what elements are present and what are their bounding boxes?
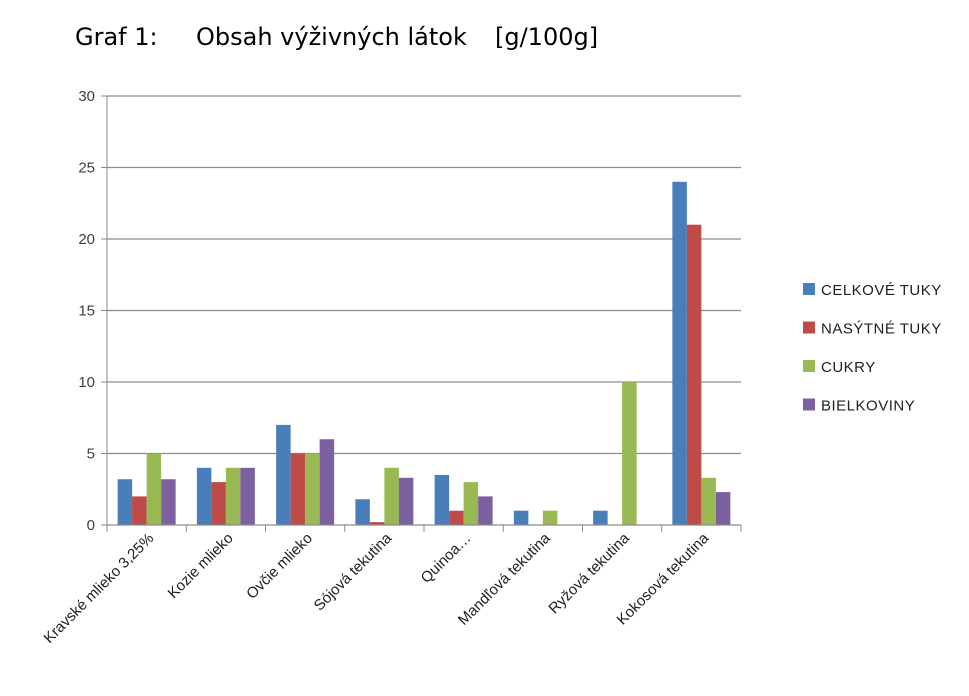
legend-label: NASÝTNÉ TUKY xyxy=(821,321,942,338)
y-tick-label: 15 xyxy=(78,303,95,320)
y-tick-label: 10 xyxy=(78,374,95,391)
bar xyxy=(132,496,147,525)
x-tick-label: Ovčie mlieko xyxy=(243,530,316,603)
y-tick-label: 20 xyxy=(78,231,95,248)
bar xyxy=(715,492,731,525)
bar xyxy=(701,477,716,525)
y-tick-label: 30 xyxy=(78,88,95,105)
chart-title-prefix: Graf 1: xyxy=(75,23,158,51)
bar xyxy=(434,474,450,525)
legend: CELKOVÉ TUKY NASÝTNÉ TUKY CUKRY BIELKOVINY xyxy=(803,282,942,415)
bar xyxy=(290,453,306,525)
bar xyxy=(398,477,414,525)
bar xyxy=(305,453,320,525)
x-tick-label: Ryžová tekutina xyxy=(545,529,633,617)
chart-title: Graf 1: Obsah výživných látok [g/100g] xyxy=(75,23,598,51)
bar xyxy=(542,510,558,525)
bar xyxy=(478,496,493,525)
chart-title-unit: [g/100g] xyxy=(495,23,598,51)
bar xyxy=(463,482,479,525)
bar xyxy=(211,482,226,525)
x-axis-labels: Kravské mlieko 3,25% Kozie mlieko Ovčie ml… xyxy=(40,529,712,646)
chart-title-text: Obsah výživných látok xyxy=(196,23,467,51)
bar xyxy=(449,510,464,525)
bar xyxy=(513,510,529,525)
bar xyxy=(161,479,176,525)
bars xyxy=(117,181,731,526)
bar xyxy=(384,467,399,525)
y-axis-ticks: 0 5 10 15 20 25 30 xyxy=(78,88,107,534)
bar xyxy=(146,453,162,525)
axes xyxy=(106,96,742,532)
gridlines xyxy=(107,95,741,455)
bar xyxy=(117,479,133,525)
bar xyxy=(240,467,255,525)
x-tick-label: Kozie mlieko xyxy=(165,530,237,602)
y-tick-label: 25 xyxy=(78,160,95,177)
x-tick-label: Kravské mlieko 3,25% xyxy=(40,530,157,647)
bar xyxy=(355,499,370,525)
bar xyxy=(593,510,608,525)
bar xyxy=(196,467,212,525)
legend-swatch xyxy=(803,398,815,411)
legend-label: CELKOVÉ TUKY xyxy=(821,282,942,299)
legend-swatch xyxy=(803,283,815,295)
bar xyxy=(369,522,385,525)
bar xyxy=(622,382,637,525)
x-tick-label: Quinoa… xyxy=(418,530,475,587)
legend-swatch xyxy=(803,360,815,372)
y-tick-label: 5 xyxy=(87,446,95,463)
bar xyxy=(276,424,291,525)
x-tick-label: Sójová tekutina xyxy=(311,529,396,614)
legend-label: CUKRY xyxy=(821,359,876,376)
bar xyxy=(686,224,702,525)
bar xyxy=(319,439,335,525)
legend-swatch xyxy=(803,321,815,334)
legend-label: BIELKOVINY xyxy=(821,398,915,415)
y-tick-label: 0 xyxy=(87,517,95,534)
bar xyxy=(672,181,687,526)
bar xyxy=(225,467,241,525)
